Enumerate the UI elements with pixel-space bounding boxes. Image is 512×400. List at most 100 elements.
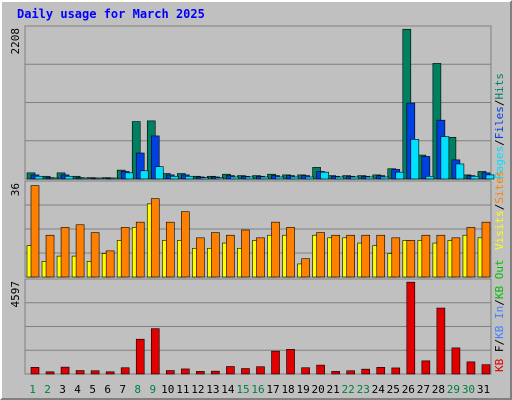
bar-sites-day-16 <box>256 237 265 278</box>
bar-kb-f-day-25 <box>391 367 401 375</box>
bar-sites-day-18 <box>286 227 295 278</box>
bar-kb-f-day-24 <box>376 367 386 375</box>
legend-entry-kb: KB <box>493 279 506 299</box>
x-tick-label-day-21: 21 <box>327 383 340 396</box>
bar-sites-day-4 <box>75 224 85 278</box>
legend-entry-kb: / <box>493 299 506 306</box>
bar-kb-f-day-10 <box>165 370 175 375</box>
bar-pages-day-3 <box>64 175 74 180</box>
bar-sites-day-30 <box>466 227 476 278</box>
bar-kb-f-day-7 <box>120 367 130 375</box>
legend-entry-pages-files-hits: / <box>493 100 506 107</box>
bar-sites-day-20 <box>316 232 325 278</box>
bar-kb-f-day-3 <box>60 366 70 375</box>
x-tick-label-day-27: 27 <box>417 383 430 396</box>
x-tick-label-day-5: 5 <box>89 383 96 396</box>
bar-sites-day-26 <box>406 240 416 278</box>
bar-kb-f-day-2 <box>45 371 55 375</box>
bar-pages-day-21 <box>335 176 344 180</box>
bar-sites-day-9 <box>150 198 160 278</box>
x-tick-label-day-24: 24 <box>372 383 386 396</box>
legend-entry-kb: KB <box>493 319 506 339</box>
legend-entry-kb: KB <box>493 352 506 372</box>
bar-pages-day-26 <box>410 139 420 180</box>
bar-sites-day-11 <box>181 211 190 278</box>
x-tick-label-day-11: 11 <box>176 383 189 396</box>
legend-visits-sites: Visits/Sites <box>493 171 506 251</box>
bar-kb-f-day-14 <box>226 366 235 375</box>
bar-kb-f-day-31 <box>481 364 491 375</box>
x-tick-label-day-2: 2 <box>44 383 51 396</box>
bar-kb-f-day-26 <box>406 281 416 375</box>
bar-kb-f-day-13 <box>211 370 220 375</box>
x-tick-label-day-16: 16 <box>251 383 264 396</box>
bar-kb-f-day-1 <box>30 367 40 375</box>
x-tick-label-day-28: 28 <box>432 383 445 396</box>
bar-pages-day-23 <box>365 176 375 180</box>
bar-sites-day-5 <box>90 232 100 278</box>
chart-bars <box>26 28 495 375</box>
bar-kb-f-day-12 <box>196 371 205 375</box>
legend-entry-visits-sites: / <box>493 204 506 211</box>
bar-sites-day-7 <box>120 227 130 278</box>
bar-pages-day-9 <box>154 166 164 180</box>
x-tick-label-day-31: 31 <box>477 383 490 396</box>
bar-kb-f-day-11 <box>181 368 190 375</box>
bar-files-day-27 <box>421 156 431 180</box>
x-tick-label-day-30: 30 <box>462 383 475 396</box>
x-tick-label-day-20: 20 <box>312 383 325 396</box>
x-tick-label-day-6: 6 <box>104 383 111 396</box>
legend-entry-kb: In <box>493 306 506 319</box>
bar-pages-day-28 <box>440 136 450 180</box>
bar-pages-day-20 <box>320 171 329 180</box>
bar-pages-day-31 <box>485 174 495 180</box>
bar-sites-day-31 <box>481 221 491 278</box>
bar-pages-day-15 <box>245 176 254 180</box>
legend-entry-pages-files-hits: Pages <box>493 146 506 179</box>
x-tick-label-day-10: 10 <box>161 383 174 396</box>
bar-kb-f-day-8 <box>135 338 145 375</box>
chart-title: Daily usage for March 2025 <box>17 7 205 21</box>
bar-pages-day-14 <box>230 176 239 180</box>
legend-entry-pages-files-hits: / <box>493 139 506 146</box>
bar-sites-day-25 <box>391 237 401 278</box>
bar-kb-f-day-21 <box>331 371 340 375</box>
bar-pages-day-1 <box>34 175 44 180</box>
bar-pages-day-4 <box>79 177 89 180</box>
bar-kb-f-day-22 <box>346 370 355 375</box>
legend-entry-visits-sites: Sites <box>493 171 506 204</box>
bar-sites-day-13 <box>211 232 220 278</box>
bar-pages-day-11 <box>185 175 194 180</box>
x-tick-label-day-4: 4 <box>74 383 81 396</box>
bar-pages-day-6 <box>109 177 119 180</box>
ymax-label-kb: 4597 <box>9 281 22 308</box>
bar-sites-day-3 <box>60 227 70 278</box>
x-tick-label-day-1: 1 <box>29 383 36 396</box>
bar-sites-day-21 <box>331 234 340 278</box>
bar-pages-day-29 <box>455 163 465 180</box>
legend-entry-kb: Out <box>493 259 506 279</box>
bar-pages-day-30 <box>470 175 480 180</box>
chart-panels <box>24 25 492 375</box>
bar-pages-day-25 <box>395 171 405 180</box>
bar-sites-day-28 <box>436 234 446 278</box>
bar-sites-day-10 <box>165 221 175 278</box>
bar-kb-f-day-19 <box>301 367 310 375</box>
bar-sites-day-15 <box>241 229 250 278</box>
x-tick-label-day-15: 15 <box>236 383 249 396</box>
bar-pages-day-10 <box>169 175 179 180</box>
bar-pages-day-7 <box>124 172 134 180</box>
bar-sites-day-17 <box>271 221 280 278</box>
x-tick-label-day-8: 8 <box>134 383 141 396</box>
x-tick-label-day-18: 18 <box>281 383 294 396</box>
x-tick-label-day-9: 9 <box>149 383 156 396</box>
legend-entry-kb: F <box>493 346 506 353</box>
legend-kb: KB F/KB In/KB Out <box>493 259 506 372</box>
bar-pages-day-12 <box>200 177 209 180</box>
ymax-label-visits-sites: 36 <box>9 183 22 196</box>
bar-kb-f-day-4 <box>75 370 85 375</box>
bar-pages-day-16 <box>260 176 269 180</box>
x-tick-label-day-12: 12 <box>191 383 204 396</box>
bar-pages-day-24 <box>380 176 390 180</box>
bar-kb-f-day-20 <box>316 364 325 375</box>
